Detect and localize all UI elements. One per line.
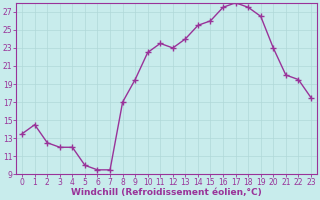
X-axis label: Windchill (Refroidissement éolien,°C): Windchill (Refroidissement éolien,°C) [71,188,262,197]
